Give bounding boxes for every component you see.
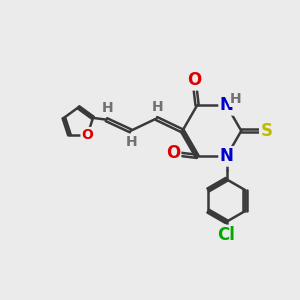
Text: H: H xyxy=(152,100,164,114)
Text: H: H xyxy=(102,101,114,116)
Text: N: N xyxy=(220,147,233,165)
Text: H: H xyxy=(230,92,242,106)
Text: H: H xyxy=(125,135,137,149)
Text: Cl: Cl xyxy=(218,226,236,244)
Text: O: O xyxy=(166,144,180,162)
Text: S: S xyxy=(260,122,272,140)
Text: O: O xyxy=(82,128,93,142)
Text: O: O xyxy=(187,71,201,89)
Text: N: N xyxy=(220,96,233,114)
